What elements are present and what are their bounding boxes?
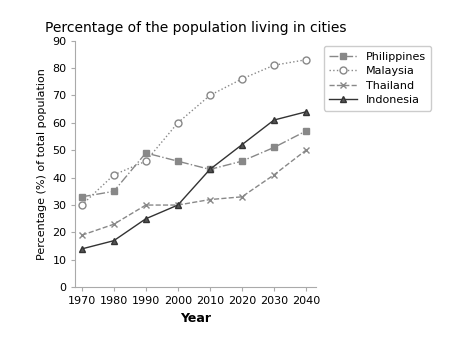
Line: Thailand: Thailand (78, 147, 309, 239)
Indonesia (207, 167, 213, 171)
Malaysia (111, 173, 117, 177)
Thailand (239, 195, 245, 199)
Indonesia (143, 217, 149, 221)
Indonesia (111, 239, 117, 243)
Philippines (111, 189, 117, 193)
Thailand (143, 203, 149, 207)
X-axis label: Year: Year (180, 312, 211, 325)
Thailand (207, 197, 213, 201)
Philippines (303, 129, 309, 133)
Malaysia (143, 159, 149, 163)
Thailand (111, 222, 117, 226)
Thailand (175, 203, 181, 207)
Y-axis label: Percentage (%) of total population: Percentage (%) of total population (37, 68, 47, 260)
Thailand (271, 173, 277, 177)
Philippines (239, 159, 245, 163)
Philippines (271, 145, 277, 149)
Line: Indonesia: Indonesia (78, 108, 309, 252)
Philippines (175, 159, 181, 163)
Malaysia (79, 203, 85, 207)
Line: Philippines: Philippines (78, 127, 309, 200)
Indonesia (239, 143, 245, 147)
Malaysia (207, 93, 213, 97)
Legend: Philippines, Malaysia, Thailand, Indonesia: Philippines, Malaysia, Thailand, Indones… (324, 46, 431, 111)
Philippines (143, 151, 149, 155)
Indonesia (175, 203, 181, 207)
Thailand (303, 148, 309, 152)
Indonesia (79, 247, 85, 251)
Malaysia (303, 58, 309, 62)
Philippines (79, 195, 85, 199)
Title: Percentage of the population living in cities: Percentage of the population living in c… (45, 21, 346, 35)
Malaysia (175, 121, 181, 125)
Indonesia (271, 118, 277, 122)
Philippines (207, 167, 213, 171)
Malaysia (271, 63, 277, 67)
Malaysia (239, 77, 245, 81)
Thailand (79, 233, 85, 237)
Line: Malaysia: Malaysia (78, 56, 309, 209)
Indonesia (303, 110, 309, 114)
